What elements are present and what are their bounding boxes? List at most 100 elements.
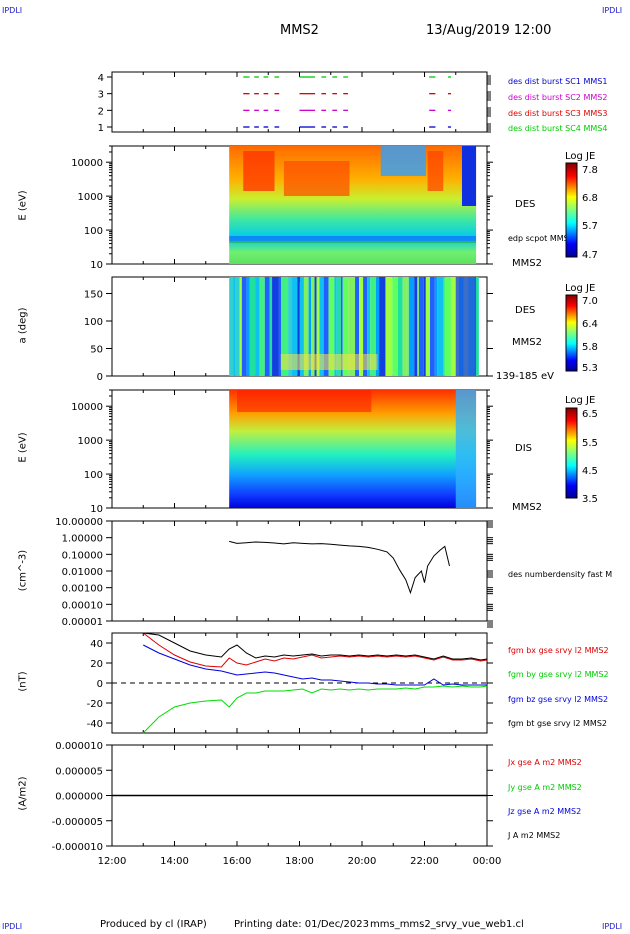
y-tick-label: 0.000010 <box>55 741 103 752</box>
pitch-angle-stripe <box>340 277 343 376</box>
by-line <box>142 685 488 734</box>
cbar1-tick: 4.7 <box>582 250 598 261</box>
colorbar-3 <box>565 407 578 499</box>
spectrogram-lowflux-block <box>462 146 477 206</box>
date-title: 13/Aug/2019 12:00 <box>426 23 552 38</box>
y-tick-label: 40 <box>90 639 103 650</box>
y-tick-label: 0.01000 <box>62 567 103 578</box>
x-tick-label: 00:00 <box>473 856 502 867</box>
x-tick-label: 14:00 <box>160 856 189 867</box>
pitch-angle-stripe <box>319 277 324 376</box>
pitch-angle-stripe <box>334 277 337 376</box>
pitch-angle-stripe <box>272 277 279 376</box>
des-pitch-sc-label: MMS2 <box>512 337 542 348</box>
pitch-lowflux-block <box>455 277 477 376</box>
bt-label: fgm bt gse srvy l2 MMS2 <box>508 719 607 728</box>
y-tick-label: 4 <box>98 73 104 84</box>
pitch-angle-stripe <box>246 277 250 376</box>
y-tick-label: 20 <box>90 659 103 670</box>
footer-produced: Produced by cl (IRAP) <box>100 919 207 930</box>
y-tick-label: 0.00001 <box>62 617 103 628</box>
bt-line <box>143 632 488 661</box>
pitch-angle-stripe <box>402 277 407 376</box>
x-tick-label: 16:00 <box>223 856 252 867</box>
by-label: fgm by gse srvy l2 MMS2 <box>508 670 609 679</box>
y-tick-label: -0.000010 <box>52 842 103 853</box>
pitch-angle-stripe <box>445 277 451 376</box>
pitch-angle-stripe <box>359 277 364 376</box>
density-line <box>229 540 450 595</box>
pitch-angle-stripe <box>417 277 419 376</box>
pitch-angle-stripe <box>259 277 265 376</box>
y-tick-label: 0.000000 <box>55 792 103 803</box>
burst-legend-mms3: des dist burst SC3 MMS3 <box>508 109 608 118</box>
y-tick-label: 0.10000 <box>62 550 103 561</box>
cbar2-tick: 5.8 <box>582 342 598 353</box>
y-tick-label: 10.00000 <box>55 517 103 528</box>
pitch-angle-stripe <box>239 277 242 376</box>
pitch-angle-stripe <box>385 277 393 376</box>
cbar2-tick: 7.0 <box>582 296 598 307</box>
y-tick-label: 1000 <box>78 436 103 447</box>
cbar2-title: Log JE <box>565 283 596 294</box>
y-tick-label: 0 <box>97 679 103 690</box>
y-tick-label: 10 <box>90 260 103 271</box>
pitch-angle-stripe <box>229 277 234 376</box>
dis-energy-label: DIS <box>515 443 532 454</box>
cbar1-tick: 7.8 <box>582 165 598 176</box>
y-tick-label: 3 <box>98 90 104 101</box>
pitch-angle-stripe <box>423 277 426 376</box>
pitch-angle-stripe <box>281 277 289 376</box>
y-tick-label: 100 <box>84 470 103 481</box>
y-tick-label: 1.00000 <box>62 534 103 545</box>
pitch-angle-stripe <box>450 277 457 376</box>
pitch-angle-stripe <box>375 277 380 376</box>
panel-frame <box>111 520 488 622</box>
colorbar-2 <box>565 294 578 372</box>
pitch-angle-stripe <box>363 277 368 376</box>
pitch-angle-stripe <box>408 277 415 376</box>
y-tick-label: -20 <box>87 699 103 710</box>
pitch-angle-stripe <box>235 277 240 376</box>
pitch-angle-stripe <box>328 277 335 376</box>
des-pitch-range-label: 139-185 eV <box>496 371 554 382</box>
pitch-angle-stripe <box>233 277 236 376</box>
spacecraft-title: MMS2 <box>280 23 319 38</box>
pitch-angle-stripe <box>443 277 446 376</box>
cbar1-tick: 5.7 <box>582 221 598 232</box>
corner-tag-bottom-right: IPDLI <box>602 922 623 931</box>
corner-tag-top-right: IPDLI <box>602 6 623 15</box>
des-energy-label: DES <box>515 199 536 210</box>
corner-tag-top-left: IPDLI <box>2 6 23 15</box>
colorbar-1 <box>565 162 578 258</box>
bx-label: fgm bx gse srvy l2 MMS2 <box>508 646 609 655</box>
des-energy-scpot-label: edp scpot MMS2 <box>508 234 574 243</box>
spectrogram-lowflux-block <box>455 390 477 508</box>
y-tick-label: 10 <box>90 504 103 515</box>
bx-line <box>142 632 488 668</box>
spectrogram-lowflux-block <box>380 146 427 176</box>
dis-energy-sc-label: MMS2 <box>512 502 542 513</box>
y-tick-label: 1000 <box>78 192 103 203</box>
burst-legend-mms1: des dist burst SC1 MMS1 <box>508 77 608 86</box>
pitch-angle-stripe <box>323 277 329 376</box>
pitch-angle-stripe <box>264 277 270 376</box>
pitch-angle-stripe <box>425 277 430 376</box>
pitch-angle-stripe <box>299 277 304 376</box>
pitch-angle-stripe <box>392 277 399 376</box>
cbar3-tick: 5.5 <box>582 438 598 449</box>
y-tick-label: 10000 <box>71 402 103 413</box>
spectrogram-hot-region <box>427 151 444 191</box>
cbar3-tick: 6.5 <box>582 409 598 420</box>
pitch-angle-stripe <box>342 277 349 376</box>
y-tick-label: 0.00100 <box>62 584 103 595</box>
x-tick-label: 12:00 <box>98 856 127 867</box>
cbar1-tick: 6.8 <box>582 193 598 204</box>
burst-legend-mms2: des dist burst SC2 MMS2 <box>508 93 608 102</box>
y-tick-label: -40 <box>87 719 103 730</box>
y-tick-label: 150 <box>84 290 103 301</box>
y-tick-label: 2 <box>98 106 104 117</box>
spectrogram-hot-region <box>283 161 350 196</box>
j-label: J A m2 MMS2 <box>508 831 561 840</box>
